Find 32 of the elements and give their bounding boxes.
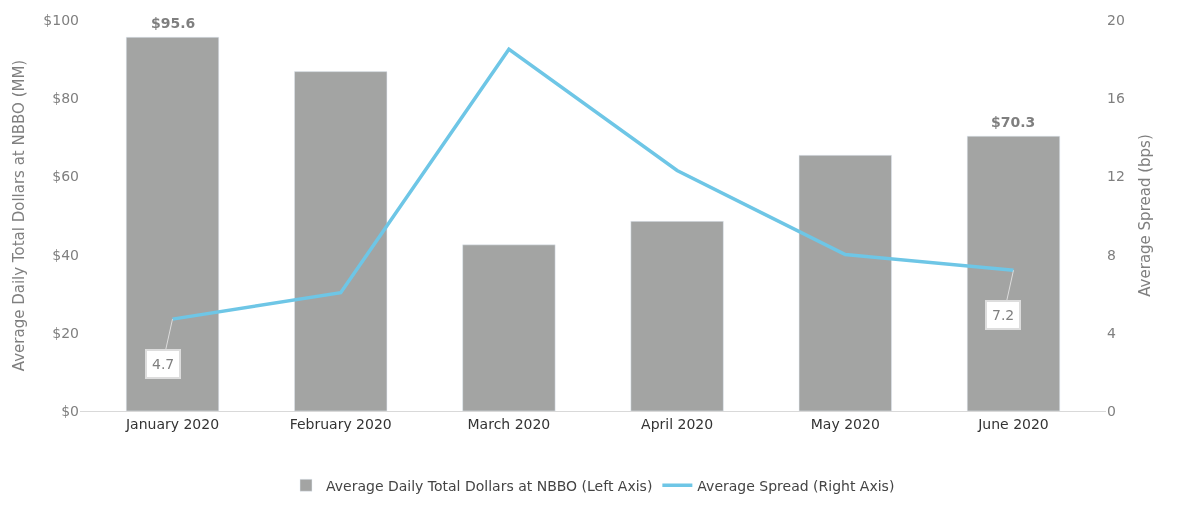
x-tick-label: January 2020 [124,415,220,432]
y2-tick-label: 4 [1107,324,1116,341]
legend-label: Average Daily Total Dollars at NBBO (Left Axis) [326,477,653,494]
x-tick-label: June 2020 [977,415,1049,432]
y-tick-label: $80 [52,90,79,107]
y2-tick-label: 0 [1107,402,1116,419]
x-tick-label: February 2020 [289,415,392,432]
y2-axis-title: Average Spread (bps) [1135,134,1154,297]
y2-tick-label: 8 [1107,246,1116,263]
x-tick-label: March 2020 [467,415,551,432]
y-tick-label: $0 [61,402,79,419]
bar [294,71,388,411]
bar [798,155,892,411]
bar [462,244,556,411]
y-axis-title: Average Daily Total Dollars at NBBO (MM) [9,59,28,372]
y-tick-label: $40 [52,246,79,263]
x-tick-label: May 2020 [810,415,880,432]
y2-tick-label: 20 [1107,11,1125,28]
y2-tick-label: 12 [1107,168,1125,185]
bar [126,36,220,411]
bar [630,221,724,411]
legend-label: Average Spread (Right Axis) [697,477,895,494]
y-tick-label: $20 [52,324,79,341]
x-tick-label: April 2020 [641,415,714,432]
data-label: $70.3 [991,114,1036,130]
data-label: 4.7 [152,356,175,372]
data-label: $95.6 [151,15,196,31]
y-tick-label: $60 [52,168,79,185]
y2-tick-label: 16 [1107,90,1125,107]
bar [966,135,1060,411]
y-tick-label: $100 [43,11,79,28]
data-label: 7.2 [992,307,1015,323]
